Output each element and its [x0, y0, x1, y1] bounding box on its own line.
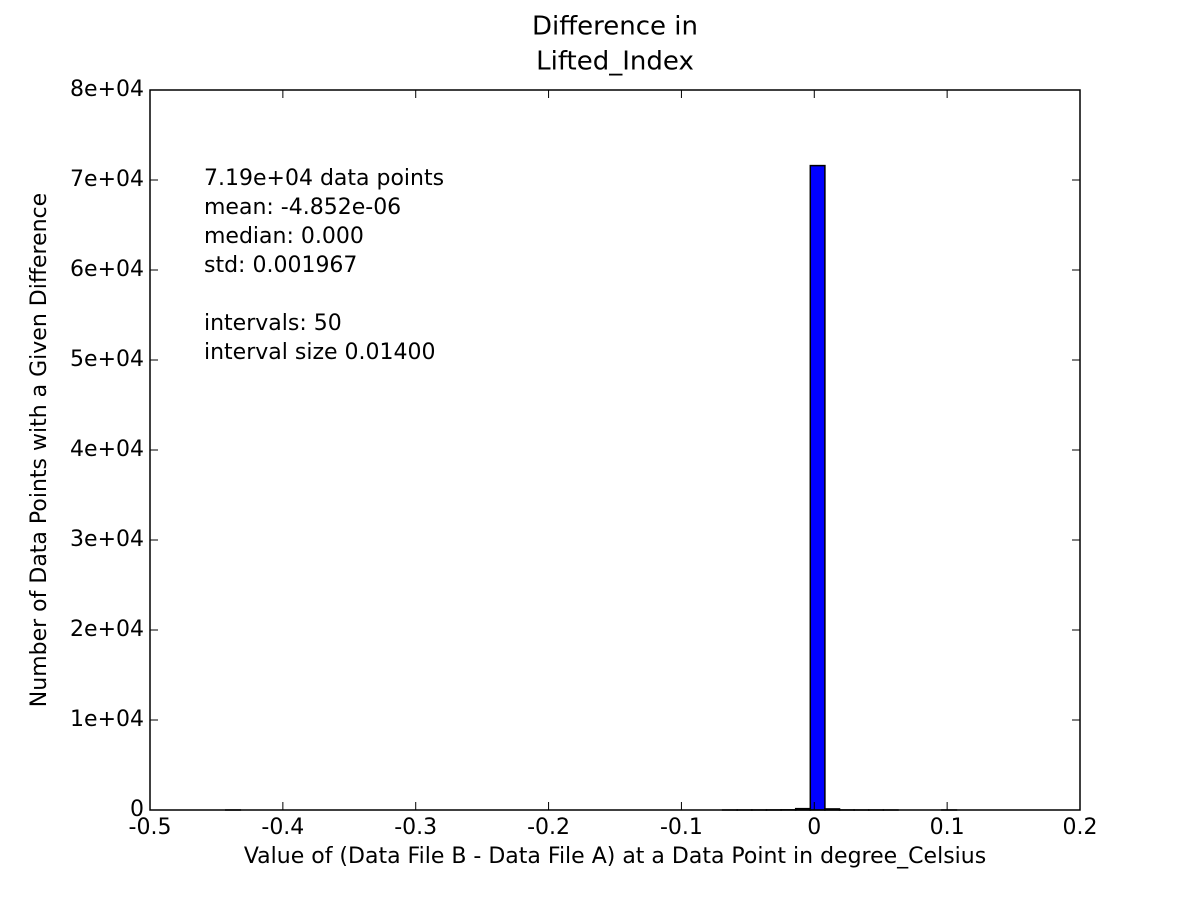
- chart-title: Difference in: [532, 12, 698, 42]
- annotation: mean: -4.852e-06: [204, 195, 401, 220]
- annotation: 7.19e+04 data points: [204, 166, 444, 191]
- x-tick-label: -0.3: [394, 815, 437, 840]
- x-tick-label: 0.2: [1063, 815, 1098, 840]
- x-tick-label: -0.4: [261, 815, 304, 840]
- y-tick-label: 5e+04: [70, 347, 144, 372]
- y-tick-label: 8e+04: [70, 77, 144, 102]
- chart-title: Lifted_Index: [536, 47, 694, 77]
- y-tick-label: 7e+04: [70, 167, 144, 192]
- x-tick-label: 0.1: [930, 815, 965, 840]
- y-tick-label: 2e+04: [70, 617, 144, 642]
- annotation: interval size 0.01400: [204, 340, 436, 365]
- x-tick-label: -0.1: [660, 815, 703, 840]
- annotation: std: 0.001967: [204, 253, 357, 278]
- y-tick-label: 1e+04: [70, 707, 144, 732]
- x-tick-label: -0.5: [129, 815, 172, 840]
- y-axis-label: Number of Data Points with a Given Diffe…: [27, 193, 52, 707]
- y-tick-label: 4e+04: [70, 437, 144, 462]
- y-tick-label: 3e+04: [70, 527, 144, 552]
- annotation: median: 0.000: [204, 224, 364, 249]
- x-tick-label: -0.2: [527, 815, 570, 840]
- x-tick-label: 0: [807, 815, 821, 840]
- y-tick-label: 0: [130, 797, 144, 822]
- y-tick-label: 6e+04: [70, 257, 144, 282]
- x-axis-label: Value of (Data File B - Data File A) at …: [244, 844, 986, 869]
- annotation: intervals: 50: [204, 311, 342, 336]
- bar: [809, 164, 826, 811]
